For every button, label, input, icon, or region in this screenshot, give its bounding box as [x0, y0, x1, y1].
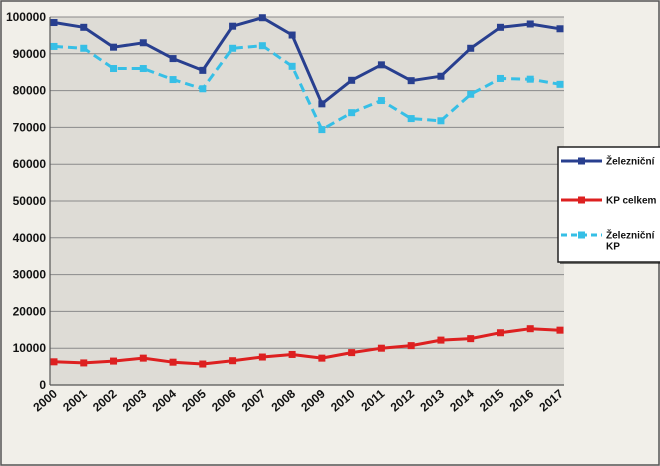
data-point: [467, 44, 475, 52]
data-point: [377, 61, 385, 69]
data-point: [110, 65, 118, 73]
data-point: [80, 44, 88, 52]
data-point: [377, 344, 385, 352]
data-point: [556, 326, 564, 334]
legend-label: Železniční: [606, 155, 656, 168]
y-tick-label: 50000: [13, 194, 47, 208]
data-point: [288, 31, 296, 39]
data-point: [348, 76, 356, 84]
y-tick-label: 30000: [13, 268, 47, 282]
data-point: [437, 117, 445, 125]
series-3: [50, 42, 564, 134]
data-point: [169, 358, 177, 366]
data-point: [80, 359, 88, 367]
data-point: [318, 126, 326, 134]
data-point: [496, 74, 504, 82]
data-point: [467, 90, 475, 98]
legend: Železniční KP celkem Železniční KP: [557, 146, 660, 264]
data-point: [139, 354, 147, 362]
legend-swatch-marker: [578, 157, 585, 165]
y-tick-label: 40000: [13, 231, 47, 245]
data-point: [169, 55, 177, 63]
legend-label: Železniční KP: [606, 229, 656, 253]
data-point: [407, 77, 415, 85]
data-point: [556, 25, 564, 33]
data-point: [377, 97, 385, 105]
data-point: [229, 357, 237, 365]
series-line: [53, 16, 561, 106]
y-tick-label: 90000: [13, 47, 47, 61]
data-point: [50, 19, 58, 27]
legend-swatch-marker: [578, 231, 585, 239]
y-tick-label: 70000: [13, 120, 47, 134]
data-point: [199, 66, 207, 74]
series-layer: [50, 14, 564, 368]
series-line: [53, 44, 561, 132]
data-point: [556, 80, 564, 88]
data-point: [258, 14, 266, 22]
data-point: [199, 85, 207, 93]
legend-box: [557, 146, 660, 263]
data-point: [258, 42, 266, 50]
data-point: [288, 62, 296, 70]
data-point: [139, 65, 147, 73]
legend-label: KP celkem: [606, 196, 657, 207]
data-point: [199, 360, 207, 368]
data-point: [258, 353, 266, 361]
data-point: [110, 357, 118, 365]
gridlines: [50, 16, 564, 386]
y-tick-label: 100000: [6, 10, 46, 24]
data-point: [496, 23, 504, 31]
data-point: [526, 20, 534, 28]
y-tick-label: 20000: [13, 304, 47, 318]
data-point: [467, 335, 475, 343]
y-tick-label: 60000: [13, 157, 47, 171]
data-point: [80, 23, 88, 31]
data-point: [110, 43, 118, 51]
legend-swatch-marker: [578, 196, 585, 204]
data-point: [348, 349, 356, 357]
data-point: [496, 329, 504, 337]
series-line: [53, 327, 561, 366]
data-point: [526, 325, 534, 333]
data-point: [169, 76, 177, 84]
data-point: [50, 358, 58, 366]
data-point: [437, 72, 445, 80]
series-1: [50, 14, 564, 108]
data-point: [318, 354, 326, 362]
data-point: [229, 44, 237, 52]
data-point: [139, 39, 147, 47]
data-point: [407, 342, 415, 350]
y-tick-label: 10000: [13, 341, 47, 355]
series-2: [50, 325, 564, 368]
data-point: [50, 42, 58, 50]
data-point: [229, 22, 237, 30]
data-point: [288, 350, 296, 358]
y-tick-label: 0: [39, 378, 46, 392]
data-point: [437, 336, 445, 344]
data-point: [407, 115, 415, 123]
data-point: [348, 109, 356, 117]
data-point: [318, 100, 326, 108]
y-tick-label: 80000: [13, 84, 47, 98]
data-point: [526, 75, 534, 83]
